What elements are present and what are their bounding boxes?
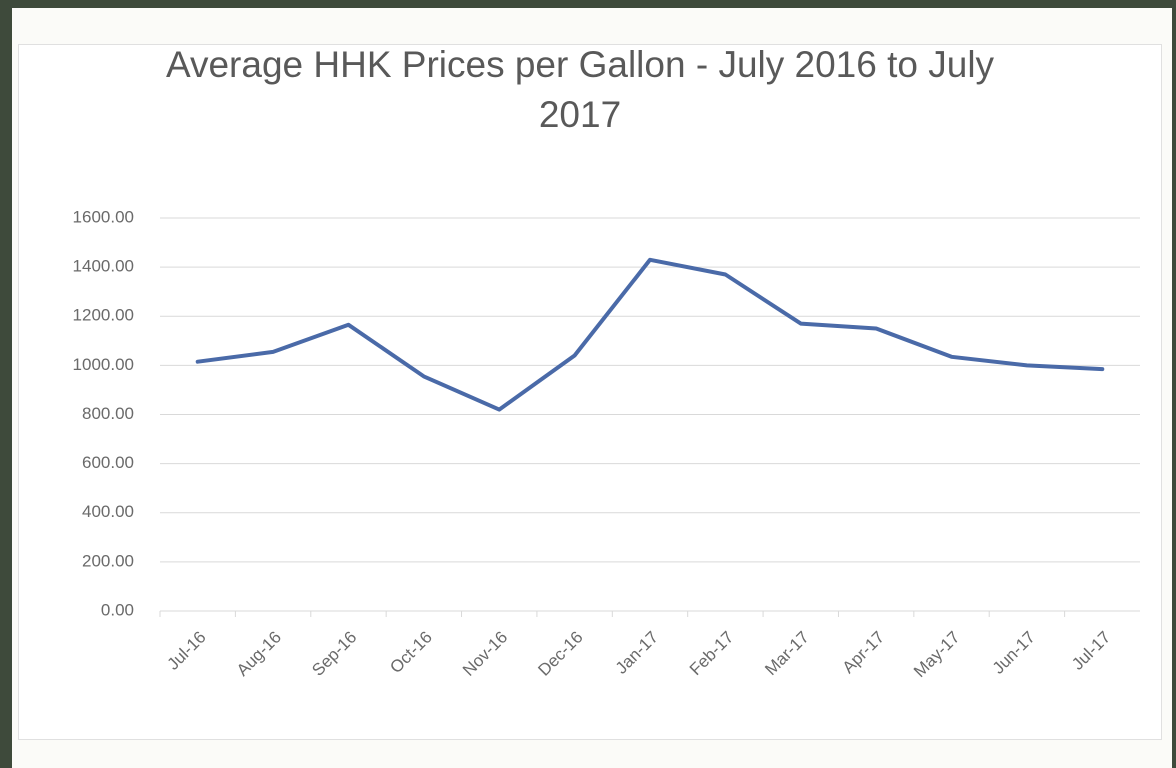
y-tick-label: 1600.00 — [73, 207, 134, 226]
y-tick-label: 800.00 — [82, 404, 134, 423]
x-tick-label: Feb-17 — [686, 628, 738, 680]
x-tick-label: Jan-17 — [612, 628, 662, 678]
x-tick-label: Mar-17 — [761, 628, 813, 680]
chart-area — [18, 44, 1162, 740]
x-tick-label: Aug-16 — [233, 628, 285, 680]
line — [195, 257, 1105, 412]
x-tick-label: Jul-17 — [1068, 628, 1114, 674]
x-tick-label: Dec-16 — [534, 628, 586, 680]
y-tick-label: 1400.00 — [73, 257, 134, 276]
y-tick-label: 200.00 — [82, 551, 134, 570]
x-tick-label: Jul-16 — [164, 628, 210, 674]
y-tick-label: 0.00 — [101, 600, 134, 619]
x-tick-label: May-17 — [910, 628, 964, 682]
y-tick-label: 1000.00 — [73, 355, 134, 374]
y-tick-label: 1200.00 — [73, 306, 134, 325]
x-tick-label: Apr-17 — [839, 628, 889, 678]
x-tick-label: Sep-16 — [308, 628, 360, 680]
x-tick-label: Nov-16 — [459, 628, 511, 680]
x-tick-label: Oct-16 — [386, 628, 436, 678]
y-tick-label: 400.00 — [82, 502, 134, 521]
chart-title: Average HHK Prices per Gallon - July 201… — [165, 44, 995, 135]
x-tick-label: Jun-17 — [989, 628, 1039, 678]
y-tick-label: 600.00 — [82, 453, 134, 472]
